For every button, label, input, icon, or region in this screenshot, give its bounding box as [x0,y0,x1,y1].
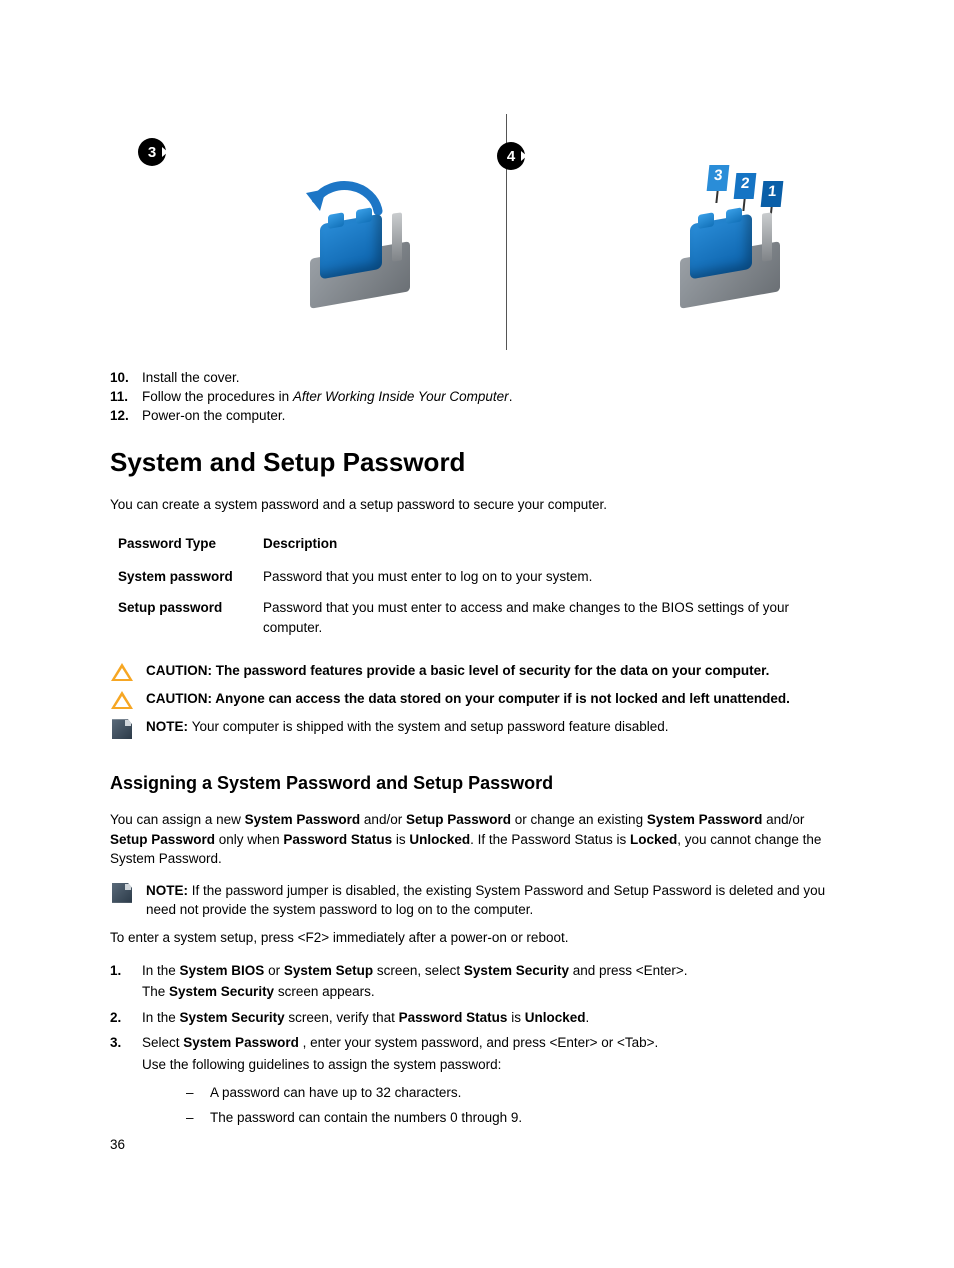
guideline-1: A password can have up to 32 characters. [186,1080,844,1106]
col-header-desc: Description [255,532,844,561]
caution-icon [110,689,134,709]
note-icon [110,881,134,903]
pin-label-1: 1 [761,181,784,207]
assign-step-1: 1. In the System BIOS or System Setup sc… [110,960,844,1003]
enter-setup-text: To enter a system setup, press <F2> imme… [110,928,844,948]
step-11-text: Follow the procedures in After Working I… [142,389,512,404]
assign-steps: 1. In the System BIOS or System Setup sc… [110,960,844,1131]
assign-step-2: 2. In the System Security screen, verify… [110,1007,844,1029]
step-badge-3: 3 [138,138,166,166]
step-12-text: Power-on the computer. [142,408,285,423]
jumper-illustration-pins: 3 2 1 [620,140,840,340]
caution-icon [110,661,134,681]
note-callout-2: NOTE: If the password jumper is disabled… [110,881,844,920]
figure-row: 3 4 3 2 1 [110,120,844,360]
intro-text: You can create a system password and a s… [110,496,844,514]
table-row: System password Password that you must e… [110,561,844,593]
cell-type-0: System password [110,561,255,593]
pin-label-3: 3 [707,165,730,191]
cell-desc-1: Password that you must enter to access a… [255,592,844,643]
guideline-2: The password can contain the numbers 0 t… [186,1105,844,1131]
step-badge-3-label: 3 [148,144,156,161]
page-number: 36 [110,1137,125,1152]
password-table: Password Type Description System passwor… [110,532,844,644]
step-11-num: 11. [110,389,142,404]
pin-label-2: 2 [734,173,757,199]
caution-callout-1: CAUTION: The password features provide a… [110,661,844,681]
col-header-type: Password Type [110,532,255,561]
assign-step-2-num: 2. [110,1007,142,1029]
step-badge-4: 4 [497,142,525,170]
step-badge-4-label: 4 [507,148,515,165]
note-icon [110,717,134,739]
step-12-num: 12. [110,408,142,423]
section-heading: System and Setup Password [110,447,844,478]
step-10-text: Install the cover. [142,370,240,385]
step-10: 10. Install the cover. [110,370,844,385]
note-callout-1: NOTE: Your computer is shipped with the … [110,717,844,739]
step-11: 11. Follow the procedures in After Worki… [110,389,844,404]
assign-step-3: 3. Select System Password , enter your s… [110,1032,844,1130]
caution-callout-2: CAUTION: Anyone can access the data stor… [110,689,844,709]
assign-step-1-num: 1. [110,960,142,1003]
jumper-illustration-move [250,140,470,340]
continuation-steps: 10. Install the cover. 11. Follow the pr… [110,370,844,423]
password-guidelines: A password can have up to 32 characters.… [186,1080,844,1131]
assign-paragraph: You can assign a new System Password and… [110,810,844,869]
assign-step-3-num: 3. [110,1032,142,1130]
table-row: Setup password Password that you must en… [110,592,844,643]
subsection-heading: Assigning a System Password and Setup Pa… [110,773,844,794]
step-12: 12. Power-on the computer. [110,408,844,423]
cell-desc-0: Password that you must enter to log on t… [255,561,844,593]
step-10-num: 10. [110,370,142,385]
cell-type-1: Setup password [110,592,255,643]
